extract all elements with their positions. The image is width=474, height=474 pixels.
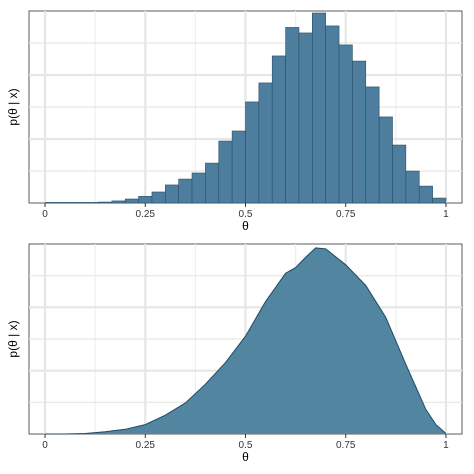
histogram-bar (325, 25, 340, 204)
histogram-bar (285, 27, 300, 204)
x-axis-tick-labels: 0 0.25 0.5 0.75 1 (42, 440, 449, 451)
histogram-bar (84, 202, 99, 204)
histogram-bar (352, 60, 367, 204)
histogram-bar (338, 44, 353, 204)
histogram-bar (298, 32, 313, 204)
histogram-bar (231, 130, 246, 204)
histogram-bar (271, 55, 286, 204)
histogram-bar (245, 101, 260, 204)
histogram-bar (365, 86, 380, 204)
x-tick-label: 1 (443, 440, 449, 451)
histogram-bar (191, 172, 206, 204)
histogram-bar (138, 196, 153, 204)
histogram-bar (111, 200, 126, 204)
density-fill (45, 247, 446, 434)
x-tick-label: 1 (443, 209, 449, 220)
histogram-bar (58, 202, 73, 204)
x-axis-title: θ (242, 219, 249, 233)
x-tick-label: 0 (42, 440, 48, 451)
x-tick-label: 0.75 (336, 440, 356, 451)
x-tick-label: 0.25 (136, 209, 156, 220)
histogram-bar (405, 170, 420, 204)
x-axis-title: θ (242, 450, 249, 464)
grid (29, 11, 462, 203)
histogram-bar (312, 12, 326, 204)
histogram-bars (44, 12, 447, 204)
histogram-bar (71, 202, 86, 204)
x-tick-label: 0.75 (336, 209, 356, 220)
y-axis-title: p(θ | x) (6, 320, 20, 357)
x-tick-label: 0.5 (239, 440, 253, 451)
histogram-panel: 0 0.25 0.5 0.75 1 θ p(θ | x) (6, 10, 463, 233)
histogram-bar (178, 178, 193, 204)
histogram-bar (165, 184, 179, 204)
histogram-bar (124, 198, 139, 204)
histogram-bar (392, 144, 407, 204)
x-axis-tick-labels: 0 0.25 0.5 0.75 1 (42, 209, 449, 220)
histogram-bar (432, 197, 447, 204)
histogram-bar (378, 116, 393, 204)
x-axis-ticks (44, 434, 447, 438)
density-panel: 0 0.25 0.5 0.75 1 θ p(θ | x) (6, 243, 463, 464)
density-line (45, 247, 447, 435)
x-tick-label: 0 (42, 209, 48, 220)
x-tick-label: 0.5 (239, 209, 253, 220)
x-tick-label: 0.25 (136, 440, 156, 451)
density-area (45, 247, 447, 435)
histogram-bar (418, 185, 433, 204)
histogram-bar (44, 202, 59, 204)
histogram-bar (218, 140, 233, 204)
histogram-bar (98, 201, 113, 204)
histogram-bar (205, 162, 220, 204)
histogram-bar (258, 82, 273, 204)
x-axis-ticks (44, 203, 447, 207)
histogram-bar (151, 191, 166, 204)
y-axis-title: p(θ | x) (6, 88, 20, 125)
